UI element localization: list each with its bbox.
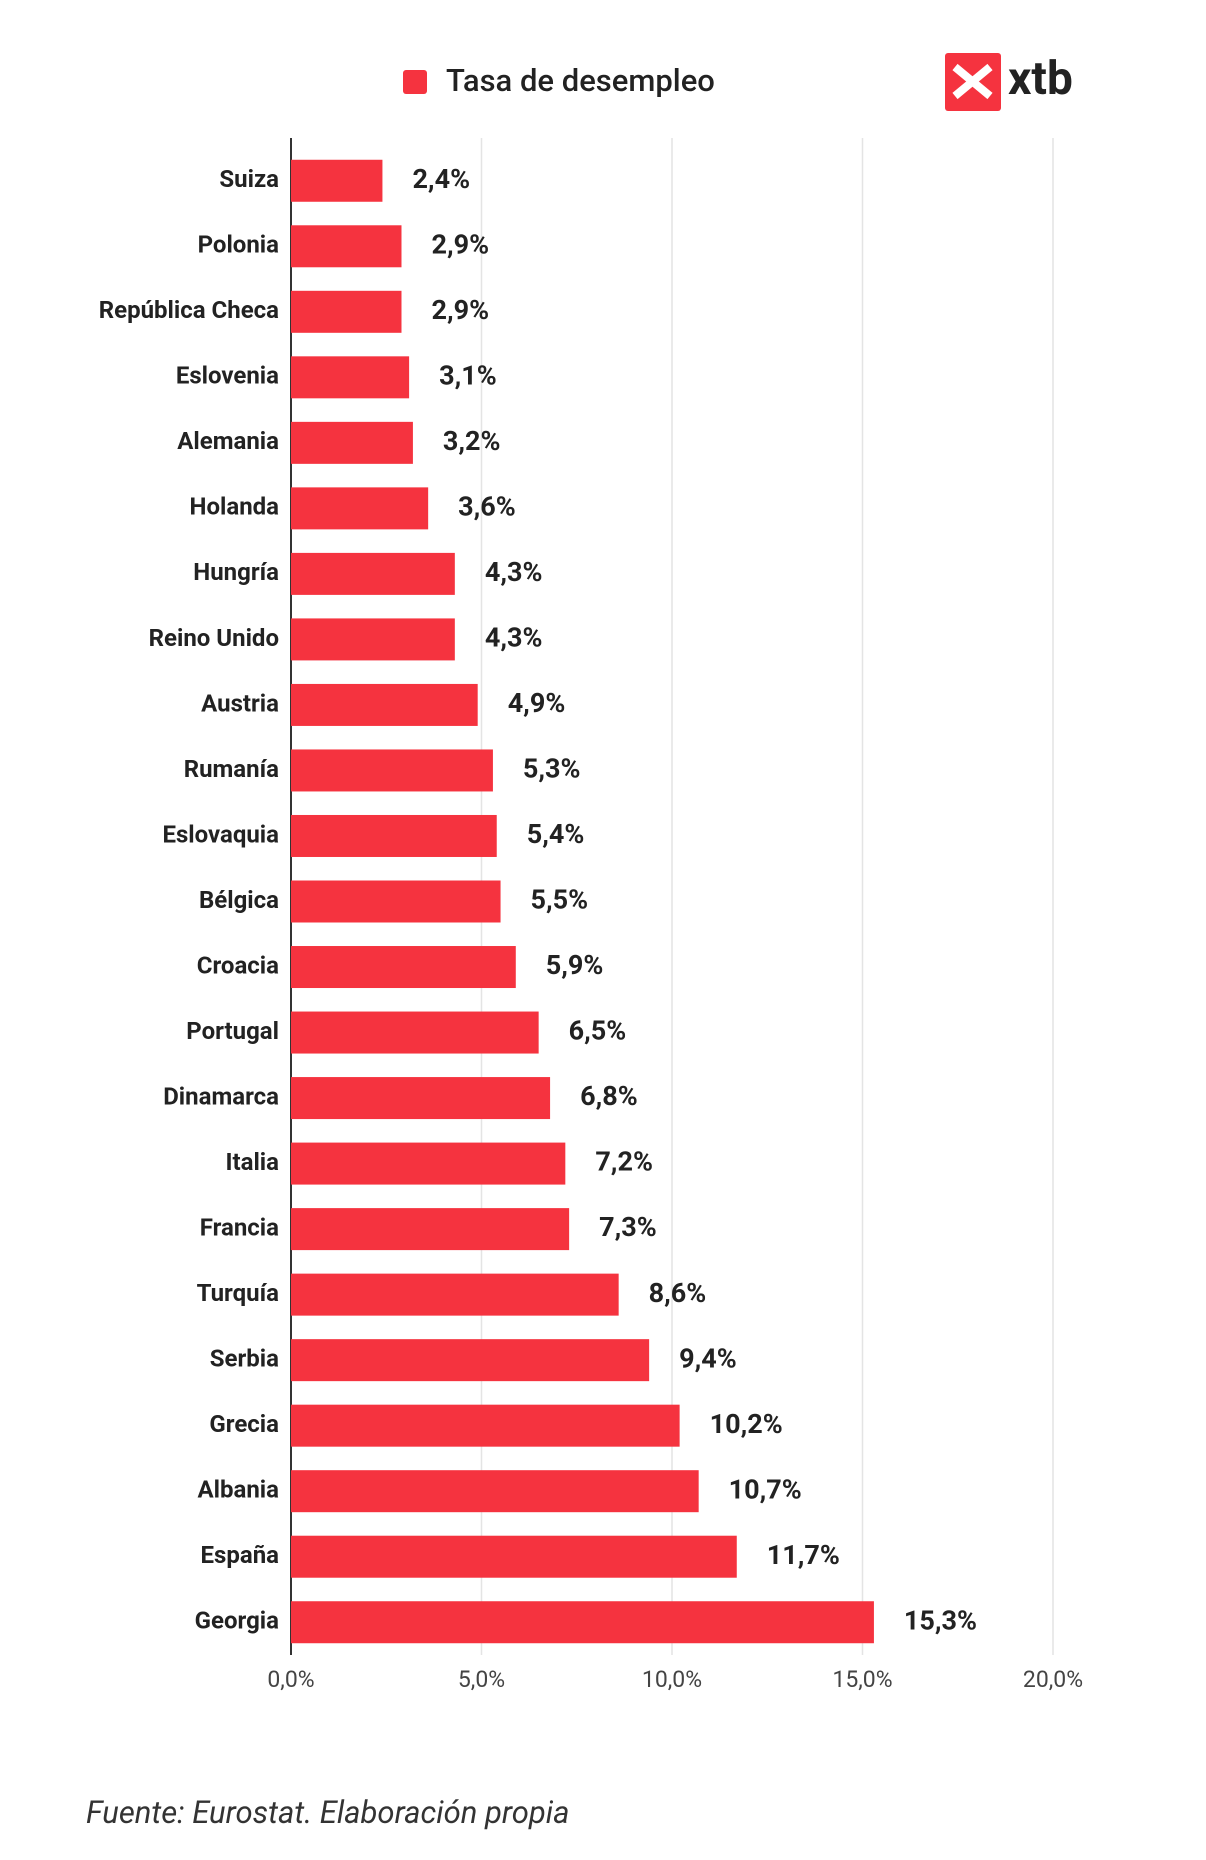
value-label: 6,5% bbox=[569, 1015, 627, 1047]
y-tick-label: España bbox=[201, 1541, 280, 1569]
logo: xtb bbox=[945, 52, 1073, 111]
y-tick-label: Albania bbox=[198, 1476, 280, 1504]
y-tick-label: Reino Unido bbox=[149, 624, 279, 652]
bar bbox=[291, 290, 402, 333]
y-tick-label: Eslovenia bbox=[176, 362, 279, 390]
bar bbox=[291, 618, 455, 661]
y-tick-label: Polonia bbox=[198, 231, 280, 259]
value-label: 7,3% bbox=[599, 1211, 657, 1243]
value-label: 2,4% bbox=[412, 163, 470, 195]
legend-label: Tasa de desempleo bbox=[446, 62, 715, 99]
value-label: 7,2% bbox=[595, 1146, 653, 1178]
value-label: 5,3% bbox=[523, 753, 581, 785]
logo-text: xtb bbox=[1008, 52, 1073, 106]
y-tick-label: Croacia bbox=[197, 951, 279, 979]
bar bbox=[291, 421, 413, 464]
bar bbox=[291, 749, 493, 792]
bar bbox=[291, 1339, 650, 1382]
value-label: 4,3% bbox=[485, 622, 543, 654]
value-label: 3,6% bbox=[458, 490, 516, 522]
bar bbox=[291, 1273, 619, 1316]
y-tick-label: Serbia bbox=[210, 1344, 279, 1372]
y-tick-label: Eslovaquia bbox=[162, 820, 279, 848]
bar bbox=[291, 1208, 570, 1251]
bar bbox=[291, 1601, 874, 1644]
value-label: 3,1% bbox=[439, 359, 497, 391]
value-label: 11,7% bbox=[767, 1539, 840, 1571]
bar bbox=[291, 683, 478, 726]
logo-x bbox=[952, 63, 993, 100]
x-tick-label: 10,0% bbox=[642, 1666, 702, 1693]
x-tick-label: 0,0% bbox=[267, 1666, 314, 1693]
y-tick-label: Holanda bbox=[190, 493, 280, 521]
bar bbox=[291, 1142, 566, 1185]
y-tick-label: Alemania bbox=[177, 427, 279, 455]
bar bbox=[291, 1535, 737, 1578]
bar bbox=[291, 814, 497, 857]
bar bbox=[291, 1011, 539, 1054]
value-label: 15,3% bbox=[904, 1604, 977, 1636]
y-tick-label: Grecia bbox=[209, 1410, 279, 1438]
value-label: 8,6% bbox=[649, 1277, 707, 1309]
value-label: 9,4% bbox=[679, 1342, 737, 1374]
value-label: 10,7% bbox=[729, 1473, 802, 1505]
x-tick-label: 20,0% bbox=[1023, 1666, 1083, 1693]
bar bbox=[291, 225, 402, 268]
bar bbox=[291, 487, 429, 530]
x-tick-label: 15,0% bbox=[832, 1666, 892, 1693]
value-label: 5,5% bbox=[531, 884, 589, 916]
source: Fuente: Eurostat. Elaboración propia bbox=[86, 1794, 569, 1831]
bar bbox=[291, 552, 455, 595]
bar bbox=[291, 159, 383, 202]
y-tick-label: Rumanía bbox=[184, 755, 279, 783]
y-tick-label: Bélgica bbox=[199, 886, 279, 914]
value-label: 2,9% bbox=[431, 294, 489, 326]
y-tick-label: Suiza bbox=[219, 165, 279, 193]
y-tick-label: República Checa bbox=[99, 296, 279, 324]
bar bbox=[291, 946, 516, 989]
value-label: 4,3% bbox=[485, 556, 543, 588]
bar bbox=[291, 1470, 699, 1513]
y-tick-label: Dinamarca bbox=[163, 1082, 279, 1110]
y-tick-label: Turquía bbox=[197, 1279, 280, 1307]
value-label: 3,2% bbox=[443, 425, 501, 457]
value-label: 4,9% bbox=[508, 687, 566, 719]
y-tick-label: Austria bbox=[201, 689, 279, 717]
value-label: 5,4% bbox=[527, 818, 585, 850]
y-tick-label: Portugal bbox=[186, 1017, 279, 1045]
y-tick-label: Georgia bbox=[195, 1607, 279, 1635]
value-label: 5,9% bbox=[546, 949, 604, 981]
bar bbox=[291, 1404, 680, 1447]
value-label: 10,2% bbox=[710, 1408, 783, 1440]
bar bbox=[291, 880, 501, 923]
x-tick-label: 5,0% bbox=[458, 1666, 505, 1693]
legend-swatch bbox=[403, 70, 427, 94]
y-tick-label: Francia bbox=[200, 1213, 279, 1241]
bar bbox=[291, 356, 410, 399]
y-tick-label: Hungría bbox=[193, 558, 279, 586]
value-label: 6,8% bbox=[580, 1080, 638, 1112]
value-label: 2,9% bbox=[431, 228, 489, 260]
bar bbox=[291, 1077, 551, 1120]
y-tick-label: Italia bbox=[225, 1148, 279, 1176]
